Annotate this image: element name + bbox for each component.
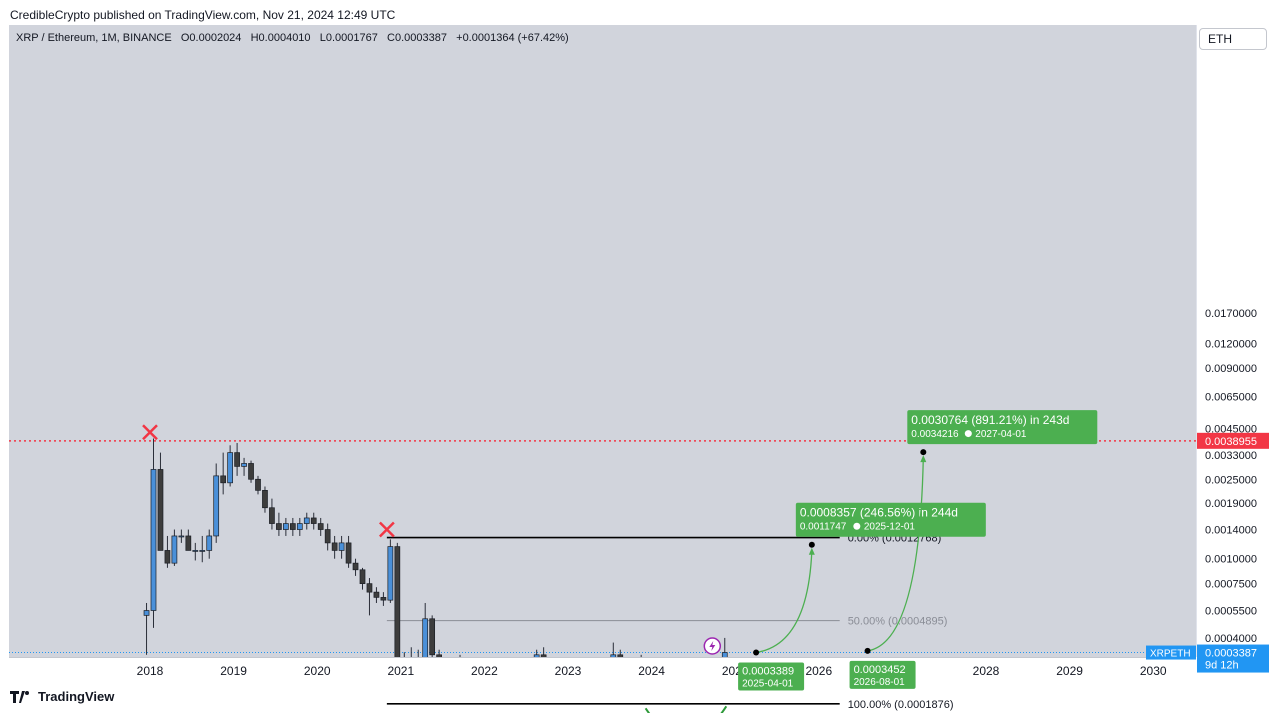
close-value: 0.0003387 — [394, 32, 447, 44]
low-label: L — [319, 32, 326, 44]
candle-body — [513, 686, 518, 694]
candle-body — [715, 697, 720, 698]
fib-label: 100.00% (0.0001876) — [848, 699, 954, 711]
candle-body — [660, 694, 665, 712]
candle-body — [708, 690, 713, 698]
high-value: 0.0004010 — [258, 32, 311, 44]
publish-header: CredibleCrypto published on TradingView.… — [10, 8, 396, 22]
candle-body — [687, 703, 692, 713]
chart-area[interactable] — [9, 25, 1196, 657]
low-value: 0.0001767 — [325, 32, 378, 44]
footer-brand-label: TradingView — [38, 689, 115, 704]
currency-button[interactable]: ETH — [1199, 28, 1267, 50]
high-label: H — [250, 32, 259, 44]
open-value: 0.0002024 — [189, 32, 242, 44]
open-label: O — [180, 32, 190, 44]
candle-body — [471, 682, 476, 694]
candle-body — [485, 686, 490, 690]
candle-body — [478, 690, 483, 694]
close-label: C — [387, 32, 395, 44]
candle-body — [694, 694, 699, 703]
price-axis[interactable] — [1196, 25, 1273, 657]
bottom-arc — [644, 705, 728, 713]
time-axis[interactable] — [9, 657, 1196, 684]
candle-body — [506, 682, 511, 694]
candle-body — [701, 690, 706, 694]
symbol-legend: XRP / Ethereum, 1M, BINANCE O0.0002024 H… — [16, 32, 569, 44]
countdown-label: 9d 12h — [1205, 660, 1239, 672]
symbol-name: XRP / Ethereum, 1M, BINANCE — [16, 32, 172, 44]
right-margin — [1272, 25, 1280, 683]
change-value: +0.0001364 (+67.42%) — [456, 32, 569, 44]
footer-brand[interactable]: TradingView — [10, 689, 114, 704]
tradingview-logo-icon — [10, 690, 29, 703]
